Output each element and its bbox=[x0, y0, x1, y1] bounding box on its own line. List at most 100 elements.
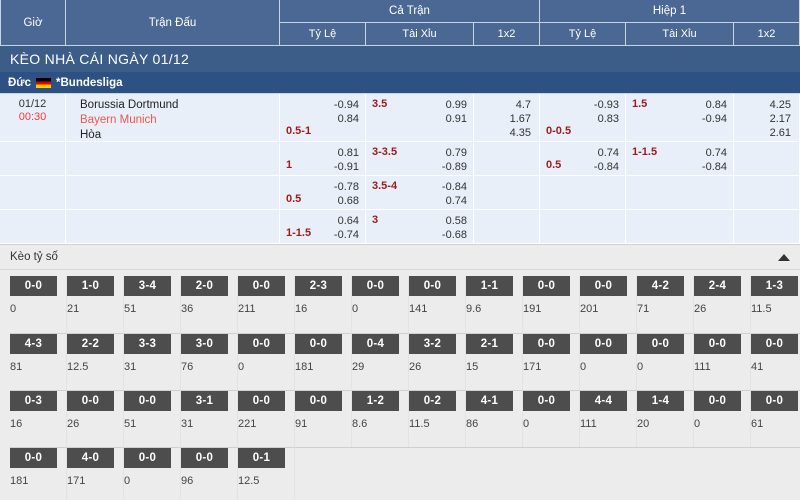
half-overunder-line-2[interactable]: 1-1.5 bbox=[632, 146, 658, 158]
full-overunder-line-1[interactable]: 3.5 bbox=[372, 98, 388, 110]
full-overunder-odd-1b[interactable]: 0.91 bbox=[445, 113, 467, 125]
full-overunder-line-2[interactable]: 3-3.5 bbox=[372, 146, 398, 158]
half-handicap-odd-2b[interactable]: -0.84 bbox=[593, 161, 619, 173]
score-chip[interactable]: 0-0 bbox=[352, 276, 399, 296]
score-odd-value[interactable]: 86 bbox=[466, 418, 479, 430]
score-chip[interactable]: 4-3 bbox=[10, 334, 57, 354]
score-bet-cell[interactable]: 2-0 36 bbox=[181, 276, 238, 333]
score-bet-cell[interactable]: 0-0 41 bbox=[751, 333, 800, 390]
score-bet-cell[interactable]: 4-3 81 bbox=[10, 333, 67, 390]
score-bet-cell[interactable]: 0-0 111 bbox=[694, 333, 751, 390]
score-bet-cell[interactable]: 1-0 21 bbox=[67, 276, 124, 333]
half-overunder-cell-2[interactable]: 1-1.5 0.74 -0.84 bbox=[626, 142, 734, 176]
half-overunder-odd-1a[interactable]: 0.84 bbox=[705, 99, 727, 111]
full-handicap-line-3[interactable]: 0.5 bbox=[286, 193, 302, 205]
score-chip[interactable]: 0-0 bbox=[124, 448, 171, 468]
score-chip[interactable]: 4-1 bbox=[466, 391, 513, 411]
full-1x2-away[interactable]: 4.35 bbox=[509, 127, 531, 139]
score-chip[interactable]: 0-0 bbox=[238, 391, 285, 411]
score-chip[interactable]: 0-0 bbox=[409, 276, 456, 296]
full-handicap-odd-4a[interactable]: 0.64 bbox=[337, 215, 359, 227]
half-overunder-odd-2b[interactable]: -0.84 bbox=[701, 161, 727, 173]
full-overunder-cell-3[interactable]: 3.5-4 -0.84 0.74 bbox=[366, 176, 474, 210]
score-odd-value[interactable]: 31 bbox=[181, 418, 194, 430]
score-odd-value[interactable]: 11.5 bbox=[751, 303, 772, 315]
full-overunder-odd-2a[interactable]: 0.79 bbox=[445, 147, 467, 159]
score-chip[interactable]: 0-0 bbox=[751, 391, 798, 411]
score-bet-cell[interactable]: 3-0 76 bbox=[181, 333, 238, 390]
score-chip[interactable]: 0-0 bbox=[238, 334, 285, 354]
full-handicap-odd-1b[interactable]: 0.84 bbox=[337, 113, 359, 125]
full-handicap-odd-2b[interactable]: -0.91 bbox=[333, 161, 359, 173]
half-handicap-odd-1a[interactable]: -0.93 bbox=[593, 99, 619, 111]
score-chip[interactable]: 3-3 bbox=[124, 334, 171, 354]
score-chip[interactable]: 3-2 bbox=[409, 334, 456, 354]
score-chip[interactable]: 0-0 bbox=[10, 448, 57, 468]
score-chip[interactable]: 3-1 bbox=[181, 391, 228, 411]
full-handicap-odd-3b[interactable]: 0.68 bbox=[337, 195, 359, 207]
score-bet-cell[interactable]: 0-0 0 bbox=[637, 333, 694, 390]
score-bet-cell[interactable]: 1-4 20 bbox=[637, 390, 694, 447]
score-chip[interactable]: 0-0 bbox=[751, 334, 798, 354]
full-handicap-odd-3a[interactable]: -0.78 bbox=[333, 181, 359, 193]
full-handicap-odd-2a[interactable]: 0.81 bbox=[337, 147, 359, 159]
score-bet-cell[interactable]: 1-3 11.5 bbox=[751, 276, 800, 333]
score-chip[interactable]: 0-0 bbox=[694, 334, 741, 354]
score-odd-value[interactable]: 20 bbox=[637, 418, 650, 430]
caret-up-icon[interactable] bbox=[778, 253, 790, 261]
score-bet-cell[interactable]: 0-0 171 bbox=[523, 333, 580, 390]
score-chip[interactable]: 4-2 bbox=[637, 276, 684, 296]
score-bet-cell[interactable]: 0-0 51 bbox=[124, 390, 181, 447]
score-chip[interactable]: 0-0 bbox=[523, 334, 570, 354]
score-bet-cell[interactable]: 0-0 26 bbox=[67, 390, 124, 447]
half-handicap-odd-1b[interactable]: 0.83 bbox=[597, 113, 619, 125]
score-bet-cell[interactable]: 0-0 96 bbox=[181, 447, 238, 500]
score-odd-value[interactable]: 9.6 bbox=[466, 303, 482, 315]
score-odd-value[interactable]: 171 bbox=[523, 361, 542, 373]
score-chip[interactable]: 4-0 bbox=[67, 448, 114, 468]
score-bet-cell[interactable]: 0-0 181 bbox=[295, 333, 352, 390]
half-overunder-odd-1b[interactable]: -0.94 bbox=[701, 113, 727, 125]
score-chip[interactable]: 0-0 bbox=[580, 276, 627, 296]
score-bet-cell[interactable]: 3-1 31 bbox=[181, 390, 238, 447]
score-bet-cell[interactable]: 2-4 26 bbox=[694, 276, 751, 333]
half-handicap-cell-1[interactable]: 0-0.5 -0.93 0.83 bbox=[540, 94, 626, 142]
score-bet-cell[interactable]: 3-3 31 bbox=[124, 333, 181, 390]
score-chip[interactable]: 4-4 bbox=[580, 391, 627, 411]
score-odd-value[interactable]: 26 bbox=[67, 418, 80, 430]
full-handicap-cell-1[interactable]: 0.5-1 -0.94 0.84 bbox=[280, 94, 366, 142]
score-chip[interactable]: 2-1 bbox=[466, 334, 513, 354]
score-odd-value[interactable]: 201 bbox=[580, 303, 599, 315]
score-section-header[interactable]: Kèo tỷ số bbox=[0, 244, 800, 270]
score-chip[interactable]: 0-3 bbox=[10, 391, 57, 411]
full-overunder-odd-3b[interactable]: 0.74 bbox=[445, 195, 467, 207]
full-handicap-odd-4b[interactable]: -0.74 bbox=[333, 229, 359, 241]
score-odd-value[interactable]: 51 bbox=[124, 418, 137, 430]
score-odd-value[interactable]: 11.5 bbox=[409, 418, 430, 430]
score-odd-value[interactable]: 96 bbox=[181, 475, 194, 487]
score-chip[interactable]: 3-4 bbox=[124, 276, 171, 296]
full-overunder-odd-1a[interactable]: 0.99 bbox=[445, 99, 467, 111]
score-bet-cell[interactable]: 1-1 9.6 bbox=[466, 276, 523, 333]
score-bet-cell[interactable]: 4-1 86 bbox=[466, 390, 523, 447]
full-overunder-odd-4a[interactable]: 0.58 bbox=[445, 215, 467, 227]
score-chip[interactable]: 0-1 bbox=[238, 448, 285, 468]
score-bet-cell[interactable]: 4-2 71 bbox=[637, 276, 694, 333]
full-handicap-line-4[interactable]: 1-1.5 bbox=[286, 227, 312, 239]
score-chip[interactable]: 2-4 bbox=[694, 276, 741, 296]
score-odd-value[interactable]: 191 bbox=[523, 303, 542, 315]
half-1x2-draw[interactable]: 2.17 bbox=[769, 113, 791, 125]
score-chip[interactable]: 0-0 bbox=[523, 391, 570, 411]
score-chip[interactable]: 1-4 bbox=[637, 391, 684, 411]
score-bet-cell[interactable]: 3-4 51 bbox=[124, 276, 181, 333]
full-overunder-line-3[interactable]: 3.5-4 bbox=[372, 180, 398, 192]
score-bet-cell[interactable]: 0-0 181 bbox=[10, 447, 67, 500]
score-chip[interactable]: 0-0 bbox=[523, 276, 570, 296]
full-overunder-odd-2b[interactable]: -0.89 bbox=[441, 161, 467, 173]
score-bet-cell[interactable]: 0-0 0 bbox=[352, 276, 409, 333]
score-bet-cell[interactable]: 4-4 111 bbox=[580, 390, 637, 447]
score-chip[interactable]: 3-0 bbox=[181, 334, 228, 354]
score-odd-value[interactable]: 16 bbox=[295, 303, 308, 315]
score-bet-cell[interactable]: 0-2 11.5 bbox=[409, 390, 466, 447]
score-odd-value[interactable]: 0 bbox=[352, 303, 359, 315]
